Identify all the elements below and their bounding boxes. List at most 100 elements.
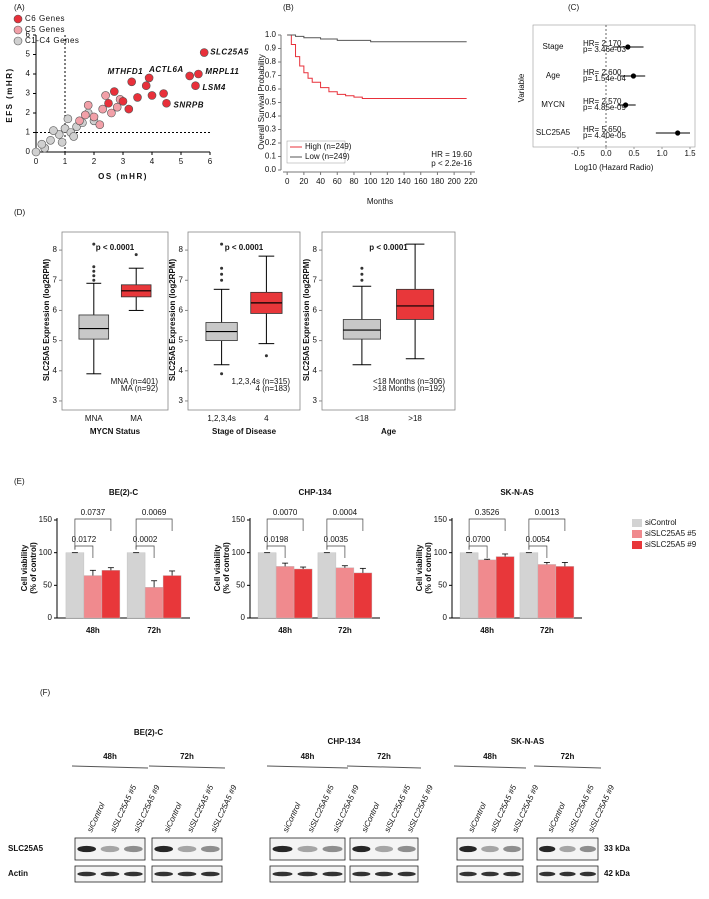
point xyxy=(69,132,78,141)
y-tick-label: 8 xyxy=(179,245,184,254)
point xyxy=(75,116,84,126)
row-label: Actin xyxy=(8,869,28,878)
legend-label: C5 Genes xyxy=(25,25,65,34)
point xyxy=(49,126,58,135)
point xyxy=(675,130,681,136)
bar xyxy=(353,572,373,619)
x-tick-label: 2 xyxy=(92,157,97,166)
annotation: p < 2.2e-16 xyxy=(431,159,472,168)
timepoint: 48h xyxy=(483,752,497,761)
y-tick-label: 0 xyxy=(241,613,246,622)
bar xyxy=(519,552,539,619)
y-tick-label: 4 xyxy=(26,69,31,78)
x-tick-label: >18 xyxy=(408,414,422,423)
band xyxy=(352,871,371,877)
legend-label: Low (n=249) xyxy=(305,152,350,161)
outlier xyxy=(360,266,364,270)
outlier xyxy=(360,278,364,282)
x-tick-label: 160 xyxy=(414,177,428,186)
x-tick-label: 40 xyxy=(316,177,325,186)
stat-label: p= 4.85e-09 xyxy=(583,103,626,112)
point xyxy=(110,87,119,96)
x-tick-label: 72h xyxy=(338,626,352,635)
band xyxy=(100,845,120,853)
y-tick-label: 5 xyxy=(53,336,58,345)
y-tick-label: 150 xyxy=(39,515,53,524)
panel-label: (F) xyxy=(40,688,51,697)
band xyxy=(559,845,576,853)
y-axis-label: SLC25A5 Expression (log2RPM) xyxy=(42,259,51,382)
band xyxy=(322,871,343,877)
band xyxy=(297,871,318,877)
y-tick-label: 4 xyxy=(53,366,58,375)
y-tick-label: 6 xyxy=(53,306,58,315)
y-tick-label: 100 xyxy=(232,548,246,557)
band xyxy=(539,845,556,853)
point xyxy=(141,81,151,90)
category-label: Age xyxy=(546,71,561,80)
y-tick-label: 5 xyxy=(313,336,318,345)
y-tick-label: 6 xyxy=(313,306,318,315)
p-value: 0.0002 xyxy=(133,535,158,544)
bar xyxy=(126,552,146,619)
panel-label: (B) xyxy=(283,3,294,12)
point xyxy=(46,136,55,145)
p-value: 0.0035 xyxy=(324,535,349,544)
y-tick-label: 0.8 xyxy=(265,57,277,66)
lane-label: siSLC25A5 #5 xyxy=(306,783,336,834)
x-tick-label: MNA xyxy=(85,414,103,423)
bar xyxy=(495,556,515,619)
legend-label: >18 Months (n=192) xyxy=(373,384,445,393)
panel-label: (C) xyxy=(568,3,579,12)
timepoint: 48h xyxy=(301,752,315,761)
band xyxy=(397,871,416,877)
x-tick-label: 0.0 xyxy=(600,149,612,158)
blot-strip xyxy=(269,837,346,861)
p-value: 0.0737 xyxy=(81,508,106,517)
y-tick-label: 8 xyxy=(53,245,58,254)
lane-label: siControl xyxy=(360,801,382,834)
y-tick-label: 0.6 xyxy=(265,84,277,93)
significance-bracket xyxy=(135,518,173,550)
x-axis-label: Age xyxy=(381,427,397,436)
y-tick-label: 50 xyxy=(43,580,52,589)
band xyxy=(579,871,596,877)
point xyxy=(81,110,90,120)
legend-label: C1-C4 Genes xyxy=(25,36,79,45)
outlier xyxy=(92,269,96,273)
stat-label: p= 3.46e-03 xyxy=(583,45,626,54)
legend-label: 1,2,3,4s (n=315) xyxy=(232,377,291,386)
bar xyxy=(257,552,277,619)
band xyxy=(272,845,293,853)
x-tick-label: <18 xyxy=(355,414,369,423)
timepoint: 72h xyxy=(377,752,391,761)
annotation: MRPL11 xyxy=(205,67,239,76)
panel-label: (E) xyxy=(14,477,25,486)
y-axis-label: (% of control) xyxy=(222,542,231,594)
survival-curve xyxy=(287,34,467,43)
band xyxy=(503,871,521,877)
point xyxy=(194,69,203,79)
x-tick-label: 0 xyxy=(285,177,290,186)
x-axis-label: Months xyxy=(367,197,393,206)
bar xyxy=(335,567,355,619)
plot-frame xyxy=(187,231,301,411)
p-value: 0.3526 xyxy=(475,508,500,517)
bar xyxy=(459,552,479,619)
y-axis-label: Variable xyxy=(517,73,526,102)
annotation: SNRPB xyxy=(174,100,205,109)
x-tick-label: 1.0 xyxy=(656,149,668,158)
legend-marker xyxy=(632,541,642,549)
panel-title: SK-N-AS xyxy=(500,488,534,497)
y-tick-label: 7 xyxy=(53,275,58,284)
cell-line-title: SK-N-AS xyxy=(511,737,545,746)
p-value: 0.0054 xyxy=(526,535,551,544)
timepoint-line xyxy=(453,765,527,769)
stat-label: HR= 5.650 xyxy=(583,125,622,134)
bar xyxy=(144,587,164,619)
x-tick-label: 4 xyxy=(264,414,269,423)
outlier xyxy=(92,265,96,269)
y-tick-label: 150 xyxy=(434,515,448,524)
band xyxy=(297,845,318,853)
